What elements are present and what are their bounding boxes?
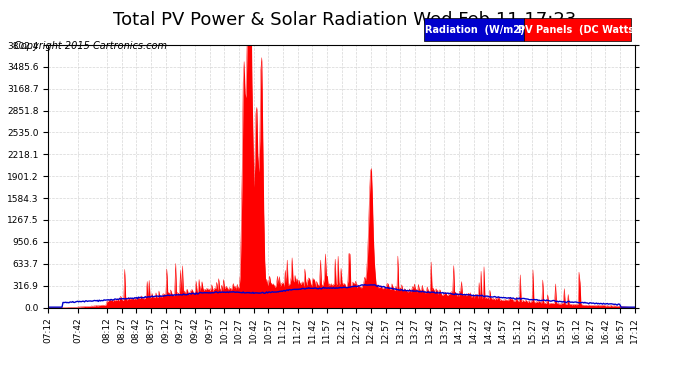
Text: Total PV Power & Solar Radiation Wed Feb 11 17:23: Total PV Power & Solar Radiation Wed Feb…: [113, 11, 577, 29]
Text: Radiation  (W/m2): Radiation (W/m2): [425, 25, 524, 35]
Text: Copyright 2015 Cartronics.com: Copyright 2015 Cartronics.com: [14, 41, 167, 51]
Text: PV Panels  (DC Watts): PV Panels (DC Watts): [518, 25, 638, 35]
